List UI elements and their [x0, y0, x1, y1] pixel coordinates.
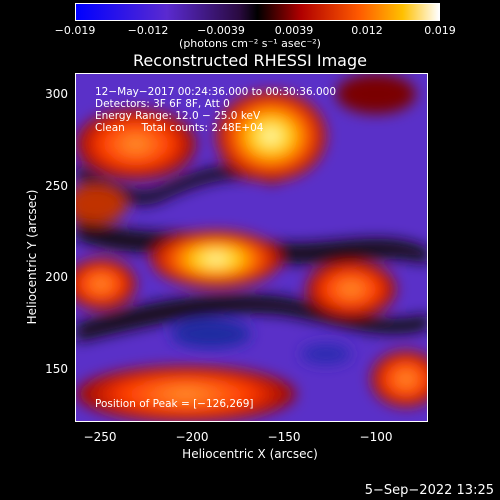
y-axis-label: Heliocentric Y (arcsec) — [25, 189, 39, 325]
colorbar-tick: −0.019 — [54, 24, 96, 37]
plot-title: Reconstructed RHESSI Image — [133, 51, 367, 70]
y-tick: 150 — [45, 362, 68, 376]
rhessi-image — [75, 73, 428, 422]
colorbar-tick: −0.012 — [127, 24, 169, 37]
colorbar-tick: 0.012 — [351, 24, 383, 37]
info-energy-range: Energy Range: 12.0 − 25.0 keV — [95, 110, 261, 122]
x-tick: −150 — [267, 430, 301, 444]
colorbar-tick: −0.0039 — [197, 24, 245, 37]
info-clean-counts: Clean Total counts: 2.48E+04 — [95, 122, 264, 134]
colorbar-tick: 0.0039 — [274, 24, 314, 37]
footer-date: 5−Sep−2022 13:25 — [364, 483, 494, 498]
y-tick: 200 — [45, 270, 68, 284]
colorbar-units: (photons cm⁻² s⁻¹ asec⁻²) — [179, 37, 321, 50]
colorbar — [75, 3, 440, 21]
peak-position: Position of Peak = [−126,269] — [95, 398, 254, 410]
y-tick: 250 — [45, 179, 68, 193]
y-tick: 300 — [45, 87, 68, 101]
info-time-range: 12−May−2017 00:24:36.000 to 00:30:36.000 — [95, 86, 337, 98]
colorbar-tick: 0.019 — [424, 24, 456, 37]
x-tick: −100 — [359, 430, 393, 444]
x-tick: −200 — [175, 430, 209, 444]
x-tick: −250 — [83, 430, 117, 444]
x-axis-label: Heliocentric X (arcsec) — [182, 447, 318, 461]
info-detectors: Detectors: 3F 6F 8F, Att 0 — [95, 98, 230, 110]
